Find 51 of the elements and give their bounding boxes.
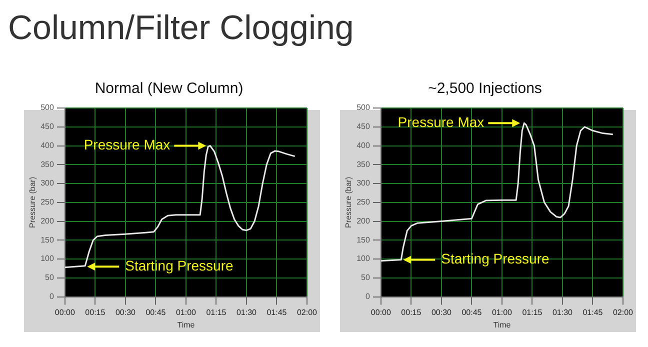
x-tick-label: 00:45: [146, 308, 166, 317]
y-tick-label: 100: [356, 254, 370, 264]
x-tick-label: 00:45: [462, 308, 482, 317]
y-tick-label: 500: [356, 103, 370, 112]
y-tick-label: 50: [361, 273, 370, 282]
chart-title: ~2,500 Injections: [428, 80, 542, 98]
y-tick-label: 450: [40, 122, 54, 132]
x-tick-label: 01:30: [236, 308, 258, 317]
y-tick-label: 250: [40, 198, 54, 207]
y-tick-label: 350: [356, 160, 370, 169]
y-tick-label: 400: [40, 140, 54, 150]
x-tick-label: 00:15: [85, 308, 106, 317]
x-tick-label: 01:30: [552, 308, 574, 317]
x-tick-label: 00:00: [370, 308, 392, 317]
chart-title: Normal (New Column): [94, 80, 244, 98]
x-tick-label: 00:00: [54, 308, 76, 317]
y-tick-label: 450: [356, 122, 370, 132]
y-tick-label: 100: [40, 254, 54, 264]
y-tick-label: 150: [40, 235, 54, 244]
x-tick-label: 01:15: [522, 308, 543, 317]
y-tick-label: 500: [40, 103, 54, 112]
y-tick-label: 350: [40, 160, 54, 169]
x-tick-label: 02:00: [296, 308, 318, 317]
annotation: Starting Pressure: [441, 250, 550, 267]
y-tick-label: 300: [40, 178, 54, 188]
y-tick-label: 200: [356, 216, 370, 226]
x-tick-label: 01:00: [176, 308, 197, 317]
x-tick-label: 01:00: [492, 308, 513, 317]
y-axis-title: Pressure (bar): [344, 176, 354, 228]
x-tick-label: 01:15: [206, 308, 227, 317]
x-tick-label: 01:45: [266, 308, 288, 317]
text: Column/Filter Clogging: [8, 8, 355, 49]
y-tick-label: 0: [49, 292, 54, 302]
y-axis-title: Pressure (bar): [28, 176, 38, 228]
y-tick-label: 200: [40, 216, 54, 226]
y-tick-label: 300: [356, 178, 370, 188]
annotation: Starting Pressure: [125, 257, 234, 274]
annotation: Pressure Max: [398, 114, 484, 130]
x-tick-label: 00:30: [115, 308, 136, 317]
y-tick-label: 0: [365, 292, 370, 302]
x-tick-label: 00:15: [401, 308, 422, 317]
y-tick-label: 250: [356, 198, 370, 207]
y-tick-label: 150: [356, 235, 370, 244]
x-axis-title: Time: [177, 320, 196, 330]
y-tick-label: 400: [356, 140, 370, 150]
annotation: Pressure Max: [84, 136, 170, 153]
x-tick-label: 02:00: [612, 308, 634, 317]
y-tick-label: 50: [45, 273, 54, 282]
x-axis-title: Time: [493, 320, 512, 330]
x-tick-label: 01:45: [582, 308, 604, 317]
x-tick-label: 00:30: [431, 308, 452, 317]
